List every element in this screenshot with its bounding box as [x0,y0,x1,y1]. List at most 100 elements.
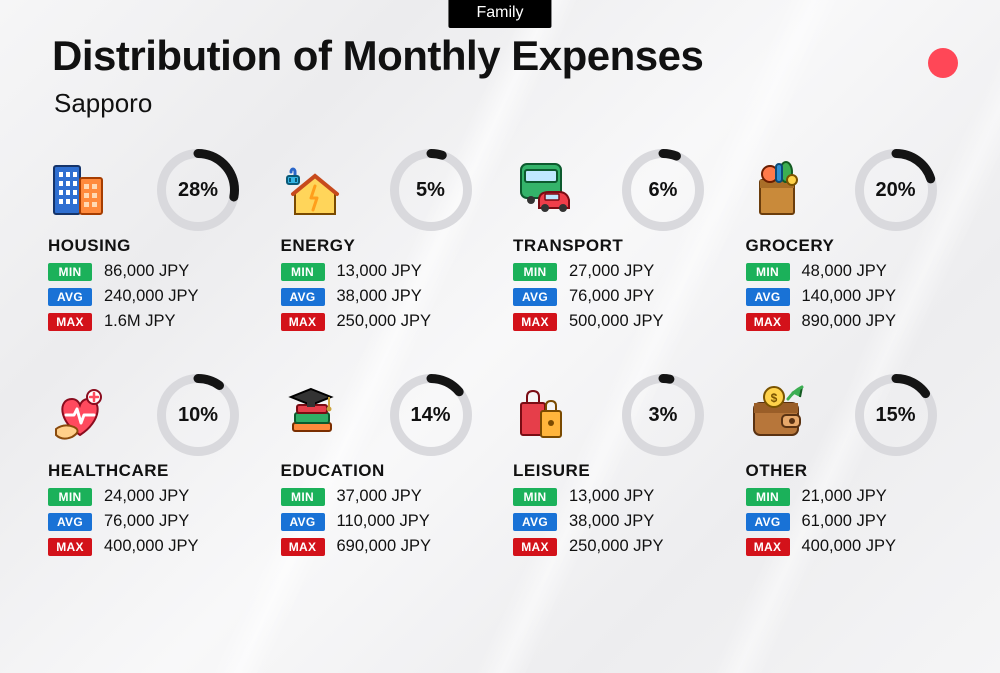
stat-row-min: MIN 37,000 JPY [281,487,504,506]
percent-donut: 28% [156,148,240,232]
percent-label: 6% [621,148,705,232]
min-value: 24,000 JPY [104,487,189,506]
category-label: EDUCATION [281,461,504,481]
max-value: 400,000 JPY [802,537,897,556]
bus-car-icon [513,154,599,226]
wallet-icon [746,379,832,451]
max-value: 250,000 JPY [569,537,664,556]
min-value: 21,000 JPY [802,487,887,506]
expense-card-leisure: 3% LEISURE MIN 13,000 JPY AVG 38,000 JPY… [513,375,736,556]
stat-row-min: MIN 24,000 JPY [48,487,271,506]
percent-label: 3% [621,373,705,457]
avg-badge: AVG [746,288,790,306]
category-label: ENERGY [281,236,504,256]
avg-value: 38,000 JPY [569,512,654,531]
max-value: 690,000 JPY [337,537,432,556]
min-badge: MIN [746,488,790,506]
percent-donut: 14% [389,373,473,457]
expense-card-education: 14% EDUCATION MIN 37,000 JPY AVG 110,000… [281,375,504,556]
percent-label: 14% [389,373,473,457]
stat-row-avg: AVG 38,000 JPY [513,512,736,531]
category-label: HOUSING [48,236,271,256]
stat-row-avg: AVG 61,000 JPY [746,512,969,531]
avg-badge: AVG [48,288,92,306]
max-value: 250,000 JPY [337,312,432,331]
expense-card-transport: 6% TRANSPORT MIN 27,000 JPY AVG 76,000 J… [513,150,736,331]
graduation-books-icon [281,379,367,451]
percent-label: 15% [854,373,938,457]
max-value: 500,000 JPY [569,312,664,331]
stat-row-max: MAX 1.6M JPY [48,312,271,331]
percent-label: 20% [854,148,938,232]
max-badge: MAX [746,538,790,556]
category-label: TRANSPORT [513,236,736,256]
avg-value: 140,000 JPY [802,287,897,306]
category-tab: Family [448,0,551,28]
grocery-bag-icon [746,154,832,226]
percent-donut: 15% [854,373,938,457]
avg-value: 76,000 JPY [104,512,189,531]
min-badge: MIN [513,488,557,506]
percent-label: 5% [389,148,473,232]
stat-row-min: MIN 48,000 JPY [746,262,969,281]
stat-row-max: MAX 690,000 JPY [281,537,504,556]
percent-label: 10% [156,373,240,457]
min-badge: MIN [281,263,325,281]
avg-badge: AVG [513,288,557,306]
expense-card-energy: 5% ENERGY MIN 13,000 JPY AVG 38,000 JPY … [281,150,504,331]
max-badge: MAX [281,313,325,331]
min-badge: MIN [48,263,92,281]
avg-value: 76,000 JPY [569,287,654,306]
avg-badge: AVG [746,513,790,531]
category-label: HEALTHCARE [48,461,271,481]
min-value: 13,000 JPY [569,487,654,506]
category-label: GROCERY [746,236,969,256]
max-badge: MAX [746,313,790,331]
expense-card-grocery: 20% GROCERY MIN 48,000 JPY AVG 140,000 J… [746,150,969,331]
max-badge: MAX [513,313,557,331]
percent-label: 28% [156,148,240,232]
category-label: OTHER [746,461,969,481]
max-value: 1.6M JPY [104,312,176,331]
page-title: Distribution of Monthly Expenses [52,32,703,80]
stat-row-avg: AVG 38,000 JPY [281,287,504,306]
stat-row-min: MIN 27,000 JPY [513,262,736,281]
stat-row-min: MIN 13,000 JPY [513,487,736,506]
stat-row-max: MAX 250,000 JPY [513,537,736,556]
min-value: 27,000 JPY [569,262,654,281]
percent-donut: 3% [621,373,705,457]
accent-dot [928,48,958,78]
stat-row-avg: AVG 76,000 JPY [513,287,736,306]
avg-badge: AVG [281,513,325,531]
min-value: 37,000 JPY [337,487,422,506]
stat-row-max: MAX 400,000 JPY [746,537,969,556]
min-badge: MIN [281,488,325,506]
stat-row-avg: AVG 110,000 JPY [281,512,504,531]
energy-house-icon [281,154,367,226]
stat-row-avg: AVG 240,000 JPY [48,287,271,306]
category-label: LEISURE [513,461,736,481]
avg-badge: AVG [281,288,325,306]
min-badge: MIN [513,263,557,281]
percent-donut: 20% [854,148,938,232]
expense-card-healthcare: 10% HEALTHCARE MIN 24,000 JPY AVG 76,000… [48,375,271,556]
shopping-bags-icon [513,379,599,451]
stat-row-min: MIN 13,000 JPY [281,262,504,281]
min-badge: MIN [48,488,92,506]
avg-value: 240,000 JPY [104,287,199,306]
healthcare-heart-icon [48,379,134,451]
max-badge: MAX [513,538,557,556]
avg-badge: AVG [48,513,92,531]
avg-value: 38,000 JPY [337,287,422,306]
percent-donut: 5% [389,148,473,232]
stat-row-avg: AVG 76,000 JPY [48,512,271,531]
max-badge: MAX [48,538,92,556]
min-value: 13,000 JPY [337,262,422,281]
avg-value: 61,000 JPY [802,512,887,531]
min-value: 86,000 JPY [104,262,189,281]
stat-row-avg: AVG 140,000 JPY [746,287,969,306]
max-badge: MAX [281,538,325,556]
avg-badge: AVG [513,513,557,531]
expense-card-housing: 28% HOUSING MIN 86,000 JPY AVG 240,000 J… [48,150,271,331]
stat-row-max: MAX 890,000 JPY [746,312,969,331]
